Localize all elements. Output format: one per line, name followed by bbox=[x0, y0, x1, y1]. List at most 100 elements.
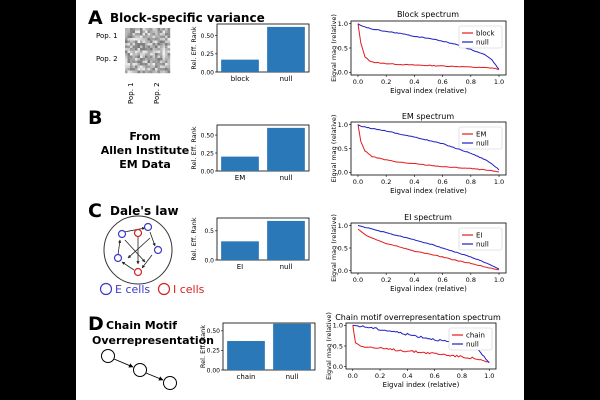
matrix-cell bbox=[130, 68, 133, 71]
matrix-cell bbox=[140, 28, 143, 31]
matrix-cell bbox=[137, 48, 141, 51]
matrix-cell bbox=[167, 68, 171, 71]
matrix-cell bbox=[140, 65, 143, 69]
matrix-label-y1: Pop. 1 bbox=[96, 32, 118, 40]
matrix-cell bbox=[137, 38, 141, 41]
spectrum-x-tick-label: 0.2 bbox=[381, 276, 391, 284]
row-c-letter: C bbox=[88, 200, 102, 222]
matrix-cell bbox=[130, 38, 133, 41]
matrix-cell bbox=[127, 28, 131, 31]
e-cell-node bbox=[153, 245, 163, 255]
matrix-cell bbox=[165, 45, 168, 49]
matrix-cell bbox=[147, 33, 151, 36]
matrix-cell bbox=[130, 65, 133, 69]
matrix-cell bbox=[160, 43, 163, 46]
bar-y-tick-label: 0.50 bbox=[201, 132, 215, 139]
spectrum-y-axis-label: Eigval mag (relative) bbox=[330, 115, 338, 183]
row-d-title-line-2: Overrepresentation bbox=[92, 334, 214, 347]
matrix-cell bbox=[167, 40, 171, 44]
bar-y-tick-label: 0.50 bbox=[207, 328, 221, 335]
matrix-cell bbox=[147, 28, 151, 31]
matrix-cell bbox=[140, 50, 143, 54]
matrix-cell bbox=[152, 58, 156, 61]
matrix-cell bbox=[155, 65, 158, 69]
matrix-cell bbox=[152, 60, 156, 64]
matrix-cell bbox=[140, 63, 143, 66]
circuit-edge bbox=[149, 231, 156, 247]
matrix-cell bbox=[147, 43, 151, 46]
spectrum-x-tick-label: 0.0 bbox=[353, 78, 363, 86]
matrix-cell bbox=[152, 63, 156, 66]
matrix-cell bbox=[132, 65, 136, 69]
spectrum-x-axis-label: Eigval index (relative) bbox=[390, 87, 467, 95]
matrix-cell bbox=[167, 33, 171, 36]
matrix-cell bbox=[130, 50, 133, 54]
matrix-cell bbox=[140, 60, 143, 64]
bar-category-label: null bbox=[280, 263, 293, 271]
matrix-cell bbox=[147, 35, 151, 39]
matrix-cell bbox=[142, 50, 146, 54]
matrix-cell bbox=[157, 48, 161, 51]
spectrum-x-tick-label: 0.0 bbox=[353, 178, 363, 186]
spectrum-y-tick-label: 0.0 bbox=[338, 69, 348, 77]
matrix-cell bbox=[130, 60, 133, 64]
matrix-cell bbox=[135, 38, 138, 41]
matrix-cell bbox=[132, 40, 136, 44]
matrix-cell bbox=[137, 35, 141, 39]
matrix-cell bbox=[157, 55, 161, 59]
spectrum-y-tick-label: 0.5 bbox=[338, 244, 348, 252]
matrix-cell bbox=[145, 60, 148, 64]
bar bbox=[267, 127, 305, 171]
circuit-edge bbox=[127, 237, 151, 259]
matrix-cell bbox=[137, 43, 141, 46]
matrix-cell bbox=[162, 60, 166, 64]
matrix-cell bbox=[167, 38, 171, 41]
matrix-cell bbox=[152, 55, 156, 59]
matrix-cell bbox=[160, 53, 163, 56]
spectrum-x-tick-label: 1.0 bbox=[494, 276, 504, 284]
i-cell-node bbox=[133, 267, 143, 277]
spectrum-x-tick-label: 0.6 bbox=[437, 276, 447, 284]
matrix-cell bbox=[147, 45, 151, 49]
spectrum-title: Block spectrum bbox=[397, 10, 459, 19]
matrix-cell bbox=[160, 63, 163, 66]
matrix-cell bbox=[157, 58, 161, 61]
matrix-cell bbox=[137, 30, 141, 34]
spectrum-series-line bbox=[357, 124, 500, 171]
matrix-cell bbox=[145, 30, 148, 34]
matrix-cell bbox=[145, 33, 148, 36]
i-cell-legend-icon bbox=[157, 282, 171, 296]
matrix-cell bbox=[160, 58, 163, 61]
row-a-title: Block-specific variance bbox=[110, 11, 265, 25]
matrix-cell bbox=[137, 58, 141, 61]
matrix-cell bbox=[142, 65, 146, 69]
matrix-cell bbox=[132, 35, 136, 39]
bar-y-axis-label: Rel. Eff. Rank bbox=[190, 217, 198, 260]
matrix-cell bbox=[125, 35, 128, 39]
matrix-cell bbox=[150, 33, 153, 36]
matrix-cell bbox=[140, 68, 143, 71]
matrix-cell bbox=[150, 35, 153, 39]
spectrum-series-line bbox=[357, 124, 500, 173]
bar bbox=[273, 323, 311, 370]
matrix-cell bbox=[145, 43, 148, 46]
matrix-cell bbox=[125, 70, 128, 74]
matrix-cell bbox=[162, 65, 166, 69]
bar bbox=[221, 241, 259, 260]
matrix-cell bbox=[157, 40, 161, 44]
matrix-cell bbox=[150, 38, 153, 41]
spectrum-series-line bbox=[357, 23, 500, 70]
bar-category-label: EI bbox=[237, 263, 244, 271]
row-a-letter: A bbox=[88, 7, 103, 29]
matrix-cell bbox=[137, 45, 141, 49]
spectrum-legend-label: EM bbox=[476, 131, 486, 139]
bar-y-axis-label: Rel. Eff. Rank bbox=[190, 126, 198, 169]
matrix-cell bbox=[135, 63, 138, 66]
matrix-cell bbox=[160, 65, 163, 69]
matrix-cell bbox=[132, 53, 136, 56]
bar-y-axis-label: Rel. Eff. Rank bbox=[190, 26, 198, 69]
matrix-cell bbox=[160, 68, 163, 71]
matrix-cell bbox=[130, 28, 133, 31]
spectrum-series-line bbox=[357, 23, 500, 70]
